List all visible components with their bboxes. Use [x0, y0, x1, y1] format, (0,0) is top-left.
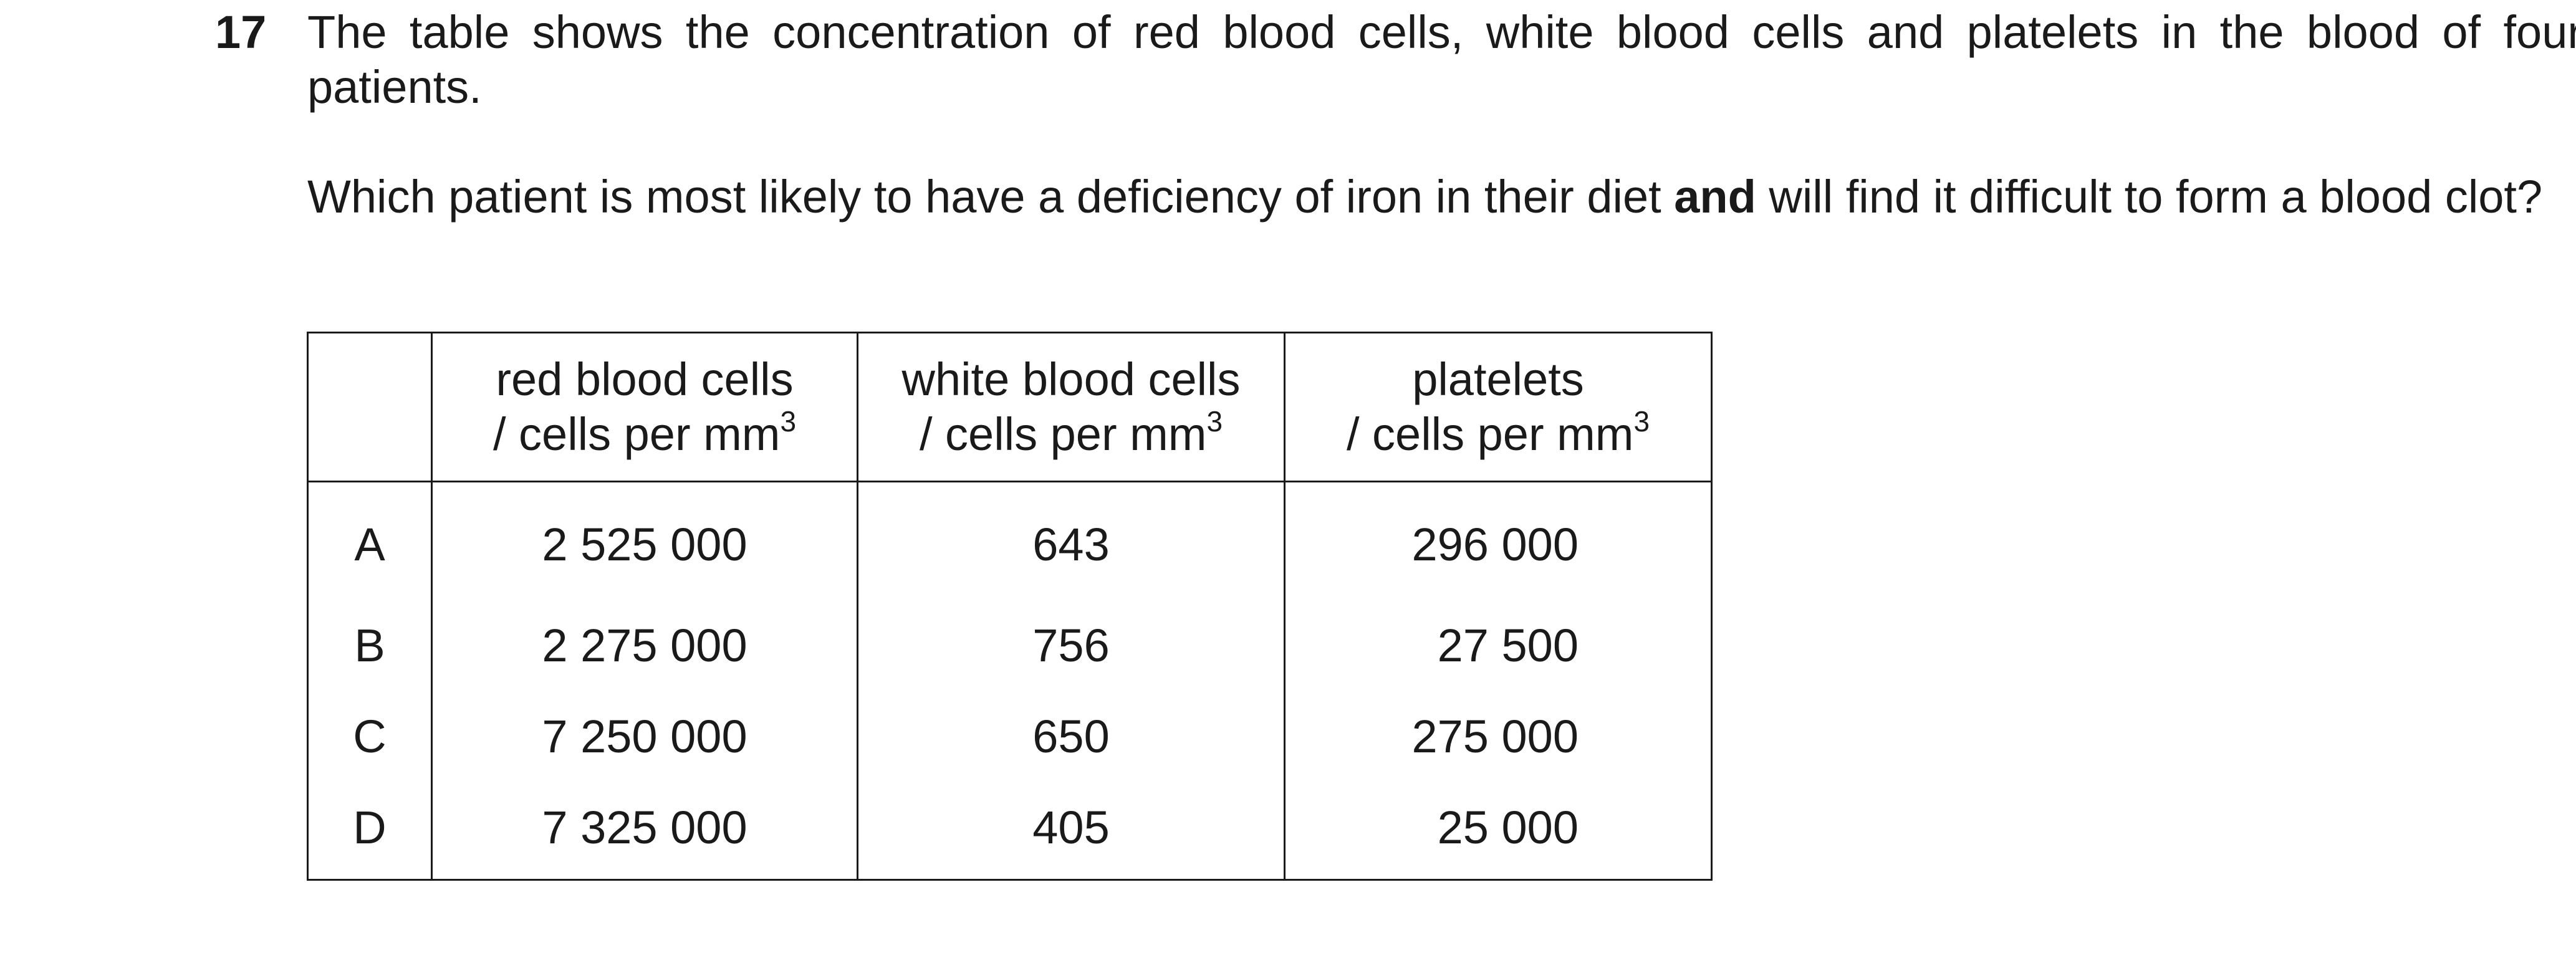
table-row-a: A 2 525 000 643 296 000	[307, 481, 1713, 600]
white-blood-cell-value: 756	[857, 600, 1286, 691]
header-label: platelets	[1412, 353, 1584, 405]
table-row-b: B 2 275 000 756 27 500	[307, 600, 1713, 691]
option-letter: C	[307, 691, 433, 782]
header-red-blood-cells: red blood cells / cells per mm3	[431, 332, 858, 482]
red-blood-cell-value: 2 525 000	[431, 481, 858, 600]
white-blood-cell-value: 650	[857, 691, 1286, 782]
header-unit-text: / cells per mm	[1346, 408, 1634, 460]
header-unit-superscript: 3	[780, 405, 797, 438]
header-label: white blood cells	[901, 353, 1241, 405]
white-blood-cell-value: 405	[857, 782, 1286, 881]
table-header-row: red blood cells / cells per mm3 white bl…	[307, 332, 1713, 482]
header-label: red blood cells	[496, 353, 794, 405]
blood-cell-table: red blood cells / cells per mm3 white bl…	[307, 332, 1713, 881]
platelet-value: 27 500	[1284, 600, 1713, 691]
header-unit-text: / cells per mm	[919, 408, 1207, 460]
red-blood-cell-value: 2 275 000	[431, 600, 858, 691]
red-blood-cell-value: 7 250 000	[431, 691, 858, 782]
red-blood-cell-value: 7 325 000	[431, 782, 858, 881]
question-body: The table shows the concentration of red…	[307, 5, 2576, 224]
platelet-value: 25 000	[1284, 782, 1713, 881]
platelet-value: 296 000	[1284, 481, 1713, 600]
header-unit: / cells per mm3	[433, 407, 857, 462]
header-unit-superscript: 3	[1206, 405, 1223, 438]
header-unit: / cells per mm3	[858, 407, 1284, 462]
header-white-blood-cells: white blood cells / cells per mm3	[857, 332, 1286, 482]
table-row-d: D 7 325 000 405 25 000	[307, 782, 1713, 881]
option-letter: D	[307, 782, 433, 881]
header-blank-cell	[307, 332, 433, 482]
question-prompt: Which patient is most likely to have a d…	[307, 170, 2576, 224]
option-letter: B	[307, 600, 433, 691]
platelet-value: 275 000	[1284, 691, 1713, 782]
table-row-c: C 7 250 000 650 275 000	[307, 691, 1713, 782]
option-letter: A	[307, 481, 433, 600]
header-unit: / cells per mm3	[1286, 407, 1711, 462]
prompt-text-start: Which patient is most likely to have a d…	[307, 171, 1675, 223]
question-stem: The table shows the concentration of red…	[307, 6, 2576, 113]
question-number: 17	[215, 6, 267, 58]
header-unit-text: / cells per mm	[493, 408, 781, 460]
white-blood-cell-value: 643	[857, 481, 1286, 600]
prompt-bold-word: and	[1674, 171, 1756, 223]
header-unit-superscript: 3	[1633, 405, 1650, 438]
prompt-text-end: will find it difficult to form a blood c…	[1756, 171, 2543, 223]
header-platelets: platelets / cells per mm3	[1284, 332, 1713, 482]
